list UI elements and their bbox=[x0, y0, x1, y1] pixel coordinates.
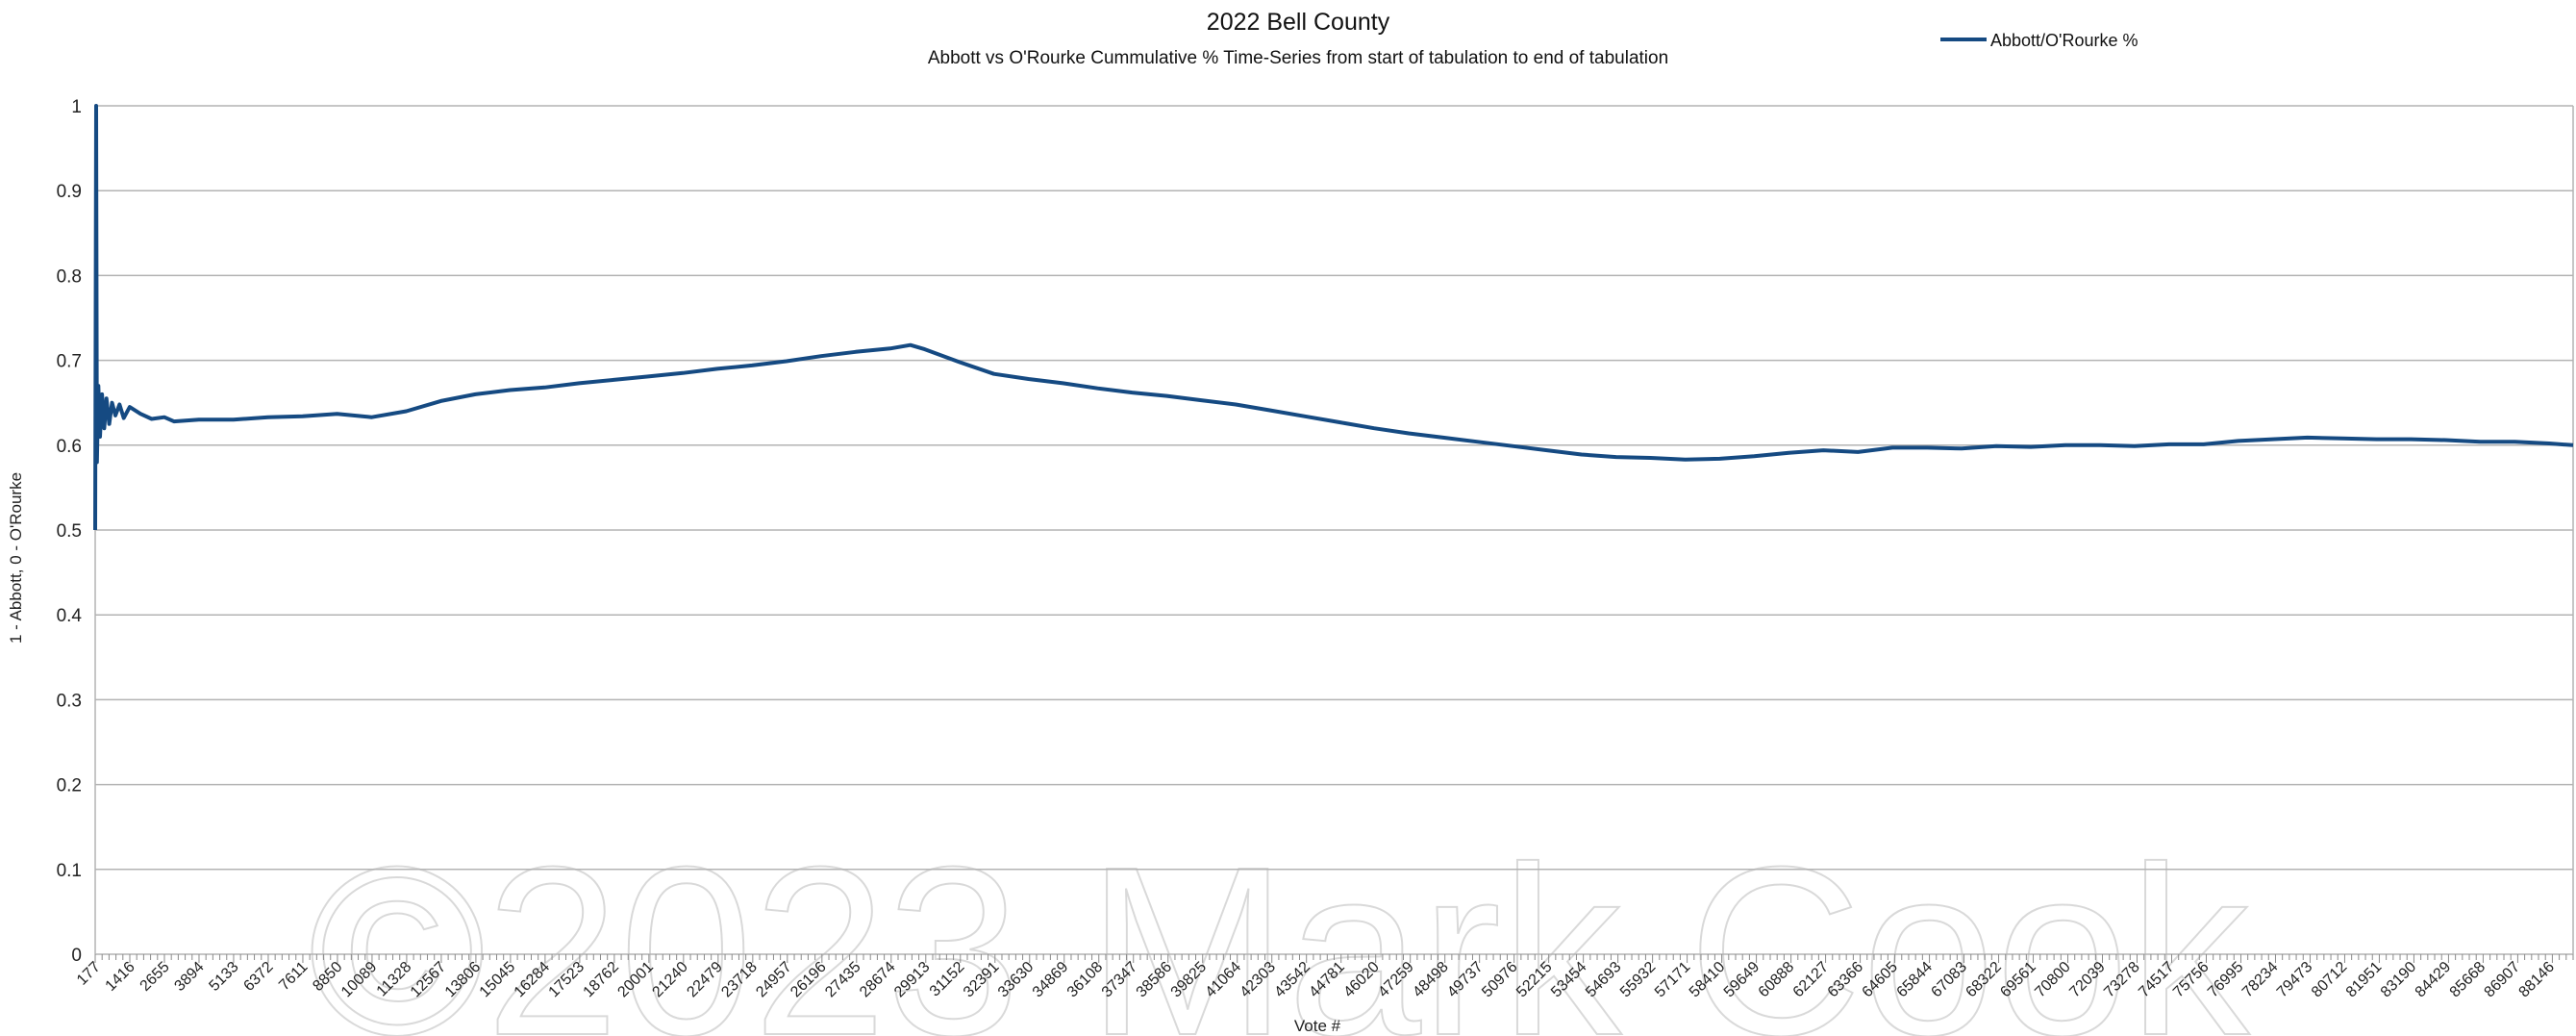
chart-subtitle: Abbott vs O'Rourke Cummulative % Time-Se… bbox=[928, 48, 1668, 68]
y-tick-label: 0.8 bbox=[57, 266, 82, 287]
y-tick-label: 0.2 bbox=[57, 776, 82, 796]
y-tick-label: 1 bbox=[71, 97, 82, 117]
y-tick-label: 0.3 bbox=[57, 691, 82, 711]
y-tick-label: 0.6 bbox=[57, 437, 82, 457]
y-tick-label: 0.9 bbox=[57, 182, 82, 202]
x-axis-label: Vote # bbox=[1294, 1017, 1341, 1035]
y-tick-label: 0.4 bbox=[57, 606, 83, 626]
y-tick-label: 0 bbox=[71, 946, 82, 966]
watermark: ©2023 Mark Cook bbox=[309, 817, 2250, 1036]
y-tick-label: 0.1 bbox=[57, 861, 82, 881]
y-tick-label: 0.5 bbox=[57, 521, 82, 542]
y-axis-ticks: 0 0.1 0.2 0.3 0.4 0.5 0.6 0.7 0.8 0.9 1 bbox=[57, 97, 83, 966]
y-axis-label: 1 - Abbott, 0 - O'Rourke bbox=[7, 472, 25, 644]
series-line-abbott-orourke bbox=[93, 104, 2574, 531]
chart-title: 2022 Bell County bbox=[1207, 9, 1390, 36]
y-tick-label: 0.7 bbox=[57, 352, 82, 372]
legend-entry: Abbott/O'Rourke % bbox=[1990, 31, 2138, 50]
legend: Abbott/O'Rourke % bbox=[1940, 31, 2138, 50]
